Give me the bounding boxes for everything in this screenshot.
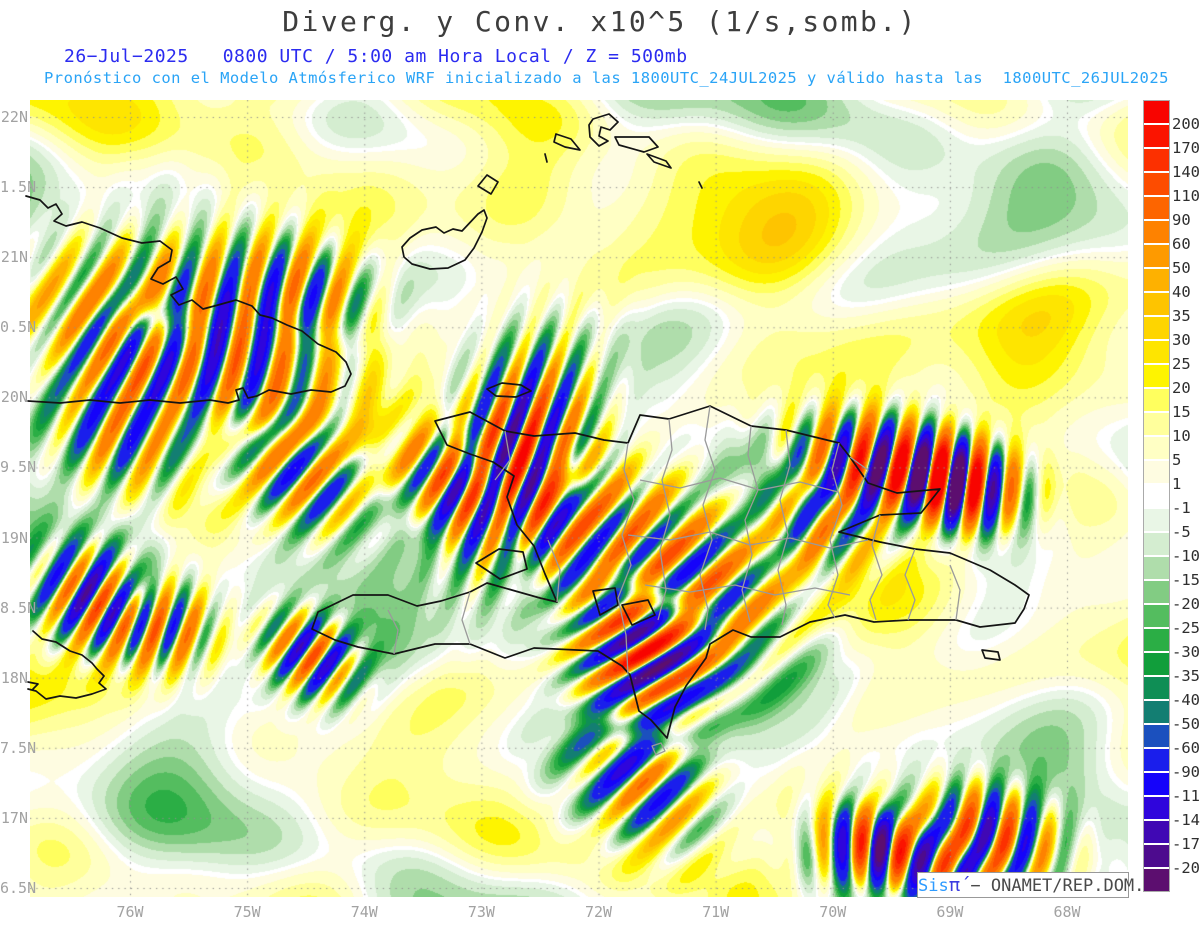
colorbar-tick-label: -5 xyxy=(1172,523,1191,541)
colorbar-tick-label: 90 xyxy=(1172,211,1191,229)
colorbar-cell xyxy=(1144,701,1169,723)
colorbar-tick-label: -25 xyxy=(1172,619,1200,637)
colorbar xyxy=(1143,100,1170,892)
colorbar-cell xyxy=(1144,509,1169,531)
lat-tick-label: 7.5N xyxy=(0,738,37,757)
colorbar-cell xyxy=(1144,485,1169,507)
colorbar-cell xyxy=(1144,581,1169,603)
lat-tick-label: 22N xyxy=(0,108,28,126)
colorbar-cell xyxy=(1144,653,1169,675)
colorbar-tick-label: -1 xyxy=(1172,499,1191,517)
colorbar-cell xyxy=(1144,245,1169,267)
colorbar-cell xyxy=(1144,605,1169,627)
colorbar-cell xyxy=(1144,437,1169,459)
colorbar-cell xyxy=(1144,677,1169,699)
colorbar-cell xyxy=(1144,773,1169,795)
lat-tick-label: 18N xyxy=(0,668,28,687)
colorbar-cell xyxy=(1144,293,1169,315)
colorbar-cell xyxy=(1144,461,1169,483)
colorbar-cell xyxy=(1144,821,1169,843)
colorbar-cell xyxy=(1144,197,1169,219)
colorbar-cell xyxy=(1144,845,1169,867)
lon-tick-label: 73W xyxy=(467,903,495,921)
colorbar-tick-label: -50 xyxy=(1172,715,1200,733)
colorbar-cell xyxy=(1144,365,1169,387)
colorbar-cell xyxy=(1144,413,1169,435)
model-init-line: Pronóstico con el Modelo Atmósferico WRF… xyxy=(44,69,1169,87)
colorbar-tick-label: -40 xyxy=(1172,691,1200,709)
colorbar-tick-label: 110 xyxy=(1172,187,1200,205)
colorbar-tick-label: 170 xyxy=(1172,139,1200,157)
lat-tick-label: 1.5N xyxy=(0,178,37,197)
lon-tick-label: 72W xyxy=(584,903,613,921)
colorbar-tick-label: 20 xyxy=(1172,379,1191,397)
lon-tick-label: 74W xyxy=(350,903,378,921)
colorbar-cell xyxy=(1144,725,1169,747)
lat-tick-label: 20N xyxy=(0,388,28,407)
attribution-onamet: − ONAMET/REP.DOM. xyxy=(960,876,1145,896)
lat-tick-label: 17N xyxy=(0,808,28,827)
colorbar-cell xyxy=(1144,317,1169,339)
lon-tick-label: 75W xyxy=(233,903,261,921)
colorbar-cell xyxy=(1144,125,1169,147)
colorbar-tick-label: 50 xyxy=(1172,259,1191,277)
colorbar-cell xyxy=(1144,221,1169,243)
colorbar-tick-label: -35 xyxy=(1172,667,1200,685)
attribution-box: Sisπ́ − ONAMET/REP.DOM. xyxy=(917,872,1144,898)
lon-tick-label: 69W xyxy=(936,903,964,921)
colorbar-tick-label: -90 xyxy=(1172,763,1200,781)
colorbar-tick-label: 1 xyxy=(1172,475,1182,493)
attribution-sis: Sis xyxy=(918,876,949,896)
divergence-field-canvas xyxy=(30,100,1128,897)
colorbar-tick-label: -30 xyxy=(1172,643,1200,661)
colorbar-cell xyxy=(1144,533,1169,555)
lon-tick-label: 68W xyxy=(1053,903,1081,921)
colorbar-tick-label: 25 xyxy=(1172,355,1191,373)
colorbar-tick-label: 40 xyxy=(1172,283,1191,301)
colorbar-tick-label: 60 xyxy=(1172,235,1191,253)
colorbar-cell xyxy=(1144,869,1169,891)
colorbar-tick-label: 140 xyxy=(1172,163,1200,181)
colorbar-cell xyxy=(1144,629,1169,651)
lat-tick-label: 21N xyxy=(0,248,28,267)
page-title: Diverg. y Conv. x10^5 (1/s,somb.) xyxy=(282,5,918,38)
colorbar-cell xyxy=(1144,341,1169,363)
colorbar-tick-label: -110 xyxy=(1172,787,1200,805)
lat-tick-label: 0.5N xyxy=(0,318,37,337)
valid-time-subtitle: 26−Jul−2025 0800 UTC / 5:00 am Hora Loca… xyxy=(64,46,688,67)
lat-tick-label: 8.5N xyxy=(0,598,37,617)
lat-tick-label: 6.5N xyxy=(0,878,37,897)
colorbar-cell xyxy=(1144,149,1169,171)
colorbar-cell xyxy=(1144,749,1169,771)
lat-tick-label: 19N xyxy=(0,528,28,547)
colorbar-tick-label: -20 xyxy=(1172,595,1200,613)
lon-tick-label: 76W xyxy=(116,903,144,921)
colorbar-tick-label: 30 xyxy=(1172,331,1191,349)
colorbar-cell xyxy=(1144,173,1169,195)
colorbar-cell xyxy=(1144,269,1169,291)
colorbar-tick-label: 200 xyxy=(1172,115,1200,133)
colorbar-tick-label: 5 xyxy=(1172,451,1182,469)
lat-tick-label: 9.5N xyxy=(0,458,37,477)
colorbar-tick-label: -15 xyxy=(1172,571,1200,589)
colorbar-cell xyxy=(1144,557,1169,579)
colorbar-tick-label: -10 xyxy=(1172,547,1200,565)
lon-tick-label: 71W xyxy=(702,903,730,921)
colorbar-tick-label: -60 xyxy=(1172,739,1200,757)
colorbar-cell xyxy=(1144,797,1169,819)
colorbar-tick-label: -170 xyxy=(1172,835,1200,853)
colorbar-tick-label: -200 xyxy=(1172,859,1200,877)
attribution-pi-logo: π́ xyxy=(948,874,961,896)
lon-tick-label: 70W xyxy=(819,903,847,921)
colorbar-tick-label: 10 xyxy=(1172,427,1191,445)
colorbar-cell xyxy=(1144,389,1169,411)
colorbar-cell xyxy=(1144,101,1169,123)
colorbar-tick-label: -140 xyxy=(1172,811,1200,829)
colorbar-tick-label: 35 xyxy=(1172,307,1191,325)
colorbar-tick-label: 15 xyxy=(1172,403,1191,421)
